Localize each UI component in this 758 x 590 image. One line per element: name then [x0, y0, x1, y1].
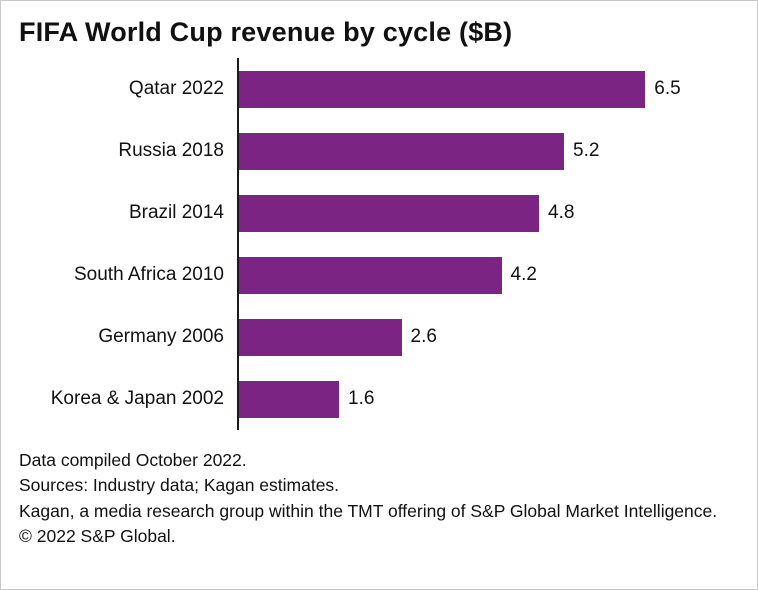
bar-area: 1.6: [237, 368, 739, 430]
category-label: Qatar 2022: [128, 78, 224, 99]
bar-area: 2.6: [237, 306, 739, 368]
bar: [239, 256, 502, 294]
category-label: Germany 2006: [98, 326, 224, 347]
chart-title: FIFA World Cup revenue by cycle ($B): [19, 17, 513, 47]
value-label: 2.6: [410, 326, 437, 347]
bar: [239, 132, 564, 170]
value-label: 4.2: [510, 264, 537, 285]
note-compiled: Data compiled October 2022.: [19, 450, 247, 470]
chart-row: Qatar 2022 6.5: [19, 58, 739, 120]
bar-area: 6.5: [237, 58, 739, 120]
bar-area: 4.8: [237, 182, 739, 244]
source-notes: Data compiled October 2022. Sources: Ind…: [19, 448, 739, 550]
category-label: Korea & Japan 2002: [50, 388, 224, 409]
value-label: 1.6: [348, 388, 375, 409]
chart-row: Korea & Japan 2002 1.6: [19, 368, 739, 430]
value-label: 6.5: [654, 78, 681, 99]
bar-chart: Qatar 2022 6.5 Russia 2018 5.2 Brazil 2014 4.…: [19, 58, 739, 430]
bar: [239, 380, 339, 418]
category-label: Russia 2018: [118, 140, 224, 161]
note-sources: Sources: Industry data; Kagan estimates.: [19, 475, 340, 496]
note-copyright: © 2022 S&P Global.: [19, 526, 176, 547]
category-label: Brazil 2014: [128, 202, 224, 223]
note-kagan: Kagan, a media research group within the…: [19, 500, 718, 521]
bar-area: 4.2: [237, 244, 739, 306]
category-label: South Africa 2010: [74, 264, 224, 285]
bar: [239, 70, 646, 108]
bar: [239, 318, 402, 356]
bar-area: 5.2: [237, 120, 739, 182]
chart-row: South Africa 2010 4.2: [19, 244, 739, 306]
value-label: 5.2: [573, 140, 600, 161]
bar: [239, 194, 539, 232]
value-label: 4.8: [548, 202, 575, 223]
chart-row: Germany 2006 2.6: [19, 306, 739, 368]
chart-row: Brazil 2014 4.8: [19, 182, 739, 244]
chart-row: Russia 2018 5.2: [19, 120, 739, 182]
